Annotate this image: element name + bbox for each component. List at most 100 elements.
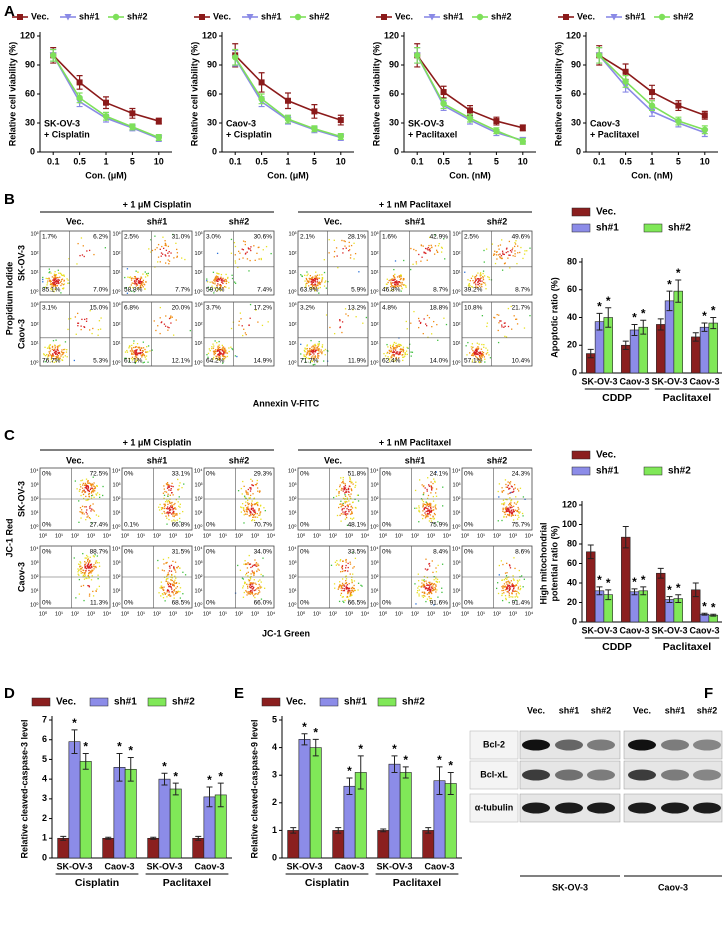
legend-label: sh#1 (596, 466, 619, 477)
flow-event (340, 585, 342, 587)
flow-event (421, 499, 424, 501)
flow-event (511, 584, 513, 586)
flow-event (163, 503, 165, 505)
blot-band (555, 739, 583, 751)
quadrant-percent: 33.1% (172, 471, 191, 478)
x-tick-label: Caov-3 (194, 861, 224, 871)
flow-event (220, 286, 222, 288)
flow-event (429, 597, 431, 600)
flow-event (339, 503, 341, 506)
flow-event (170, 579, 172, 581)
quadrant-percent: 39.2% (464, 287, 483, 294)
flow-event (310, 278, 313, 280)
flow-event (318, 283, 320, 285)
flow-event (343, 488, 345, 490)
flow-event (244, 513, 247, 515)
flow-event (257, 564, 260, 567)
flow-event (165, 249, 168, 252)
x-tick-label: 10¹ (55, 611, 63, 617)
flow-event (426, 514, 428, 516)
flow-event (471, 285, 473, 288)
flow-event (213, 356, 215, 359)
flow-event (172, 513, 174, 515)
quadrant-percent: 28.1% (348, 234, 367, 241)
flow-event (475, 274, 478, 276)
marker (17, 14, 23, 20)
flow-event (394, 283, 396, 286)
flow-event (173, 584, 175, 586)
y-tick-label: 10⁰ (452, 523, 461, 530)
flow-event (245, 507, 248, 509)
flow-event (99, 496, 101, 499)
flow-event (317, 349, 319, 351)
flow-event (437, 596, 439, 598)
flow-event (400, 285, 402, 287)
flow-event (478, 361, 480, 363)
flow-event (508, 594, 510, 596)
y-tick-label: 10¹ (371, 270, 379, 276)
flow-event (354, 498, 356, 500)
flow-event (171, 482, 173, 485)
quadrant-percent: 71.7% (300, 358, 319, 365)
flow-event (480, 354, 482, 357)
flow-plot (461, 230, 533, 296)
flow-event (318, 343, 320, 345)
flow-event (162, 589, 165, 592)
flow-event (344, 599, 346, 602)
flow-event (510, 509, 513, 511)
flow-event (483, 356, 486, 358)
y-tick-label: 4 (272, 742, 277, 752)
flow-event (256, 482, 258, 485)
flow-event (475, 275, 477, 278)
marker (246, 14, 254, 21)
error-bar (335, 827, 342, 834)
error-bar (631, 323, 638, 337)
flow-event (502, 585, 504, 587)
flow-event (79, 569, 81, 571)
blot-band (693, 802, 721, 814)
flow-event (508, 487, 510, 490)
flow-event (265, 245, 268, 248)
flow-event (512, 585, 514, 587)
flow-event (77, 573, 79, 575)
flow-event (509, 582, 511, 584)
flow-event (56, 281, 58, 283)
flow-event (254, 512, 257, 515)
flow-event (314, 357, 316, 359)
flow-event (162, 597, 165, 599)
flow-event (161, 593, 164, 595)
y-tick-label: 10⁴ (194, 467, 203, 474)
flow-event (159, 248, 161, 250)
quadrant-percent: 14.0% (430, 358, 449, 365)
flow-event (406, 328, 408, 330)
quadrant-percent: 48.1% (348, 522, 367, 529)
significance: * (702, 309, 707, 323)
flow-event (479, 278, 481, 280)
marker (199, 14, 205, 20)
legend-label: Vec. (56, 697, 76, 708)
flow-event (48, 355, 50, 357)
flow-event (244, 504, 247, 507)
flow-event (84, 318, 86, 321)
significance: * (606, 294, 611, 308)
flow-event (216, 342, 218, 344)
flow-event (510, 504, 513, 507)
legend-label: sh#2 (127, 11, 148, 21)
flow-event (501, 594, 503, 597)
flow-event (305, 354, 308, 356)
flow-event (260, 257, 262, 260)
flow-event (306, 278, 308, 281)
flow-event (83, 255, 85, 258)
flow-event (170, 322, 172, 324)
flow-event (474, 280, 476, 283)
quadrant-percent: 42.9% (430, 234, 449, 241)
flow-event (167, 485, 169, 487)
flow-event (217, 354, 219, 356)
flow-event (396, 284, 398, 286)
y-tick-label: 10¹ (113, 510, 121, 516)
y-tick-label: 10² (195, 322, 203, 328)
flow-event (393, 276, 396, 278)
flow-event (167, 259, 169, 261)
flow-event (158, 506, 160, 508)
flow-event (56, 282, 58, 285)
